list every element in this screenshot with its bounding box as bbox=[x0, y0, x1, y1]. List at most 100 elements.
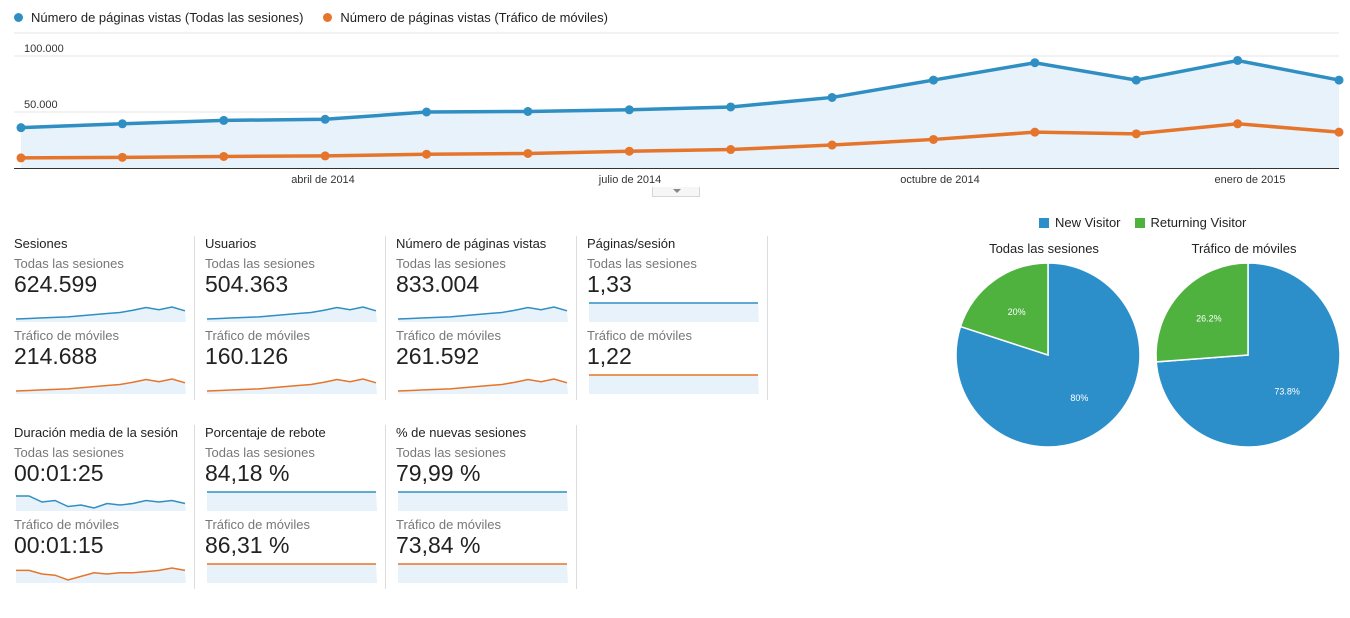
x-tick-label: enero de 2015 bbox=[1215, 174, 1286, 186]
point-mobile[interactable] bbox=[1233, 119, 1243, 129]
metric-tile[interactable]: Duración media de la sesión Todas las ses… bbox=[14, 425, 195, 589]
metric-subtitle-all-sessions: Todas las sesiones bbox=[396, 445, 506, 460]
metric-subtitle-all-sessions: Todas las sesiones bbox=[14, 256, 124, 271]
new-visitor-swatch bbox=[1039, 217, 1049, 228]
point-mobile[interactable] bbox=[726, 145, 736, 155]
point-all-sessions[interactable] bbox=[827, 92, 837, 102]
metric-value-all-sessions: 84,18 % bbox=[205, 460, 290, 486]
point-all-sessions[interactable] bbox=[16, 123, 26, 133]
metric-value-mobile: 261.592 bbox=[396, 343, 480, 369]
pie-chart-all-sessions: 80% 20% bbox=[955, 262, 1141, 448]
point-mobile[interactable] bbox=[827, 140, 837, 150]
point-all-sessions[interactable] bbox=[219, 115, 229, 125]
pie-slice-returning-visitor[interactable] bbox=[959, 262, 1049, 357]
metric-subtitle-mobile: Tráfico de móviles bbox=[587, 328, 692, 343]
metric-subtitle-mobile: Tráfico de móviles bbox=[396, 517, 501, 532]
metric-value-mobile: 86,31 % bbox=[205, 532, 290, 558]
x-tick-label: julio de 2014 bbox=[598, 174, 661, 186]
point-mobile[interactable] bbox=[523, 148, 533, 158]
sparkline-mobile bbox=[16, 378, 186, 394]
point-all-sessions[interactable] bbox=[1030, 58, 1040, 68]
metric-subtitle-all-sessions: Todas las sesiones bbox=[205, 256, 315, 271]
sparkline-all-sessions bbox=[398, 491, 568, 511]
pie-legend: New Visitor Returning Visitor bbox=[1039, 215, 1246, 230]
legend-item-mobile[interactable]: Número de páginas vistas (Tráfico de móv… bbox=[323, 8, 608, 26]
metric-title: Duración media de la sesión bbox=[14, 425, 179, 440]
series-line-all-sessions bbox=[20, 58, 1340, 130]
point-mobile[interactable] bbox=[1334, 127, 1344, 137]
point-mobile[interactable] bbox=[320, 151, 330, 161]
point-all-sessions[interactable] bbox=[1131, 75, 1141, 85]
point-mobile[interactable] bbox=[1030, 127, 1040, 137]
metric-tile[interactable]: Sesiones Todas las sesiones 624.599 Tráfico… bbox=[14, 236, 195, 400]
metric-value-all-sessions: 1,33 bbox=[587, 271, 632, 297]
point-mobile[interactable] bbox=[1131, 129, 1141, 139]
metric-value-mobile: 214.688 bbox=[14, 343, 98, 369]
point-all-sessions[interactable] bbox=[928, 75, 938, 85]
point-all-sessions[interactable] bbox=[1233, 55, 1243, 65]
legend-item-all-sessions[interactable]: Número de páginas vistas (Todas las sesi… bbox=[14, 8, 303, 26]
point-all-sessions[interactable] bbox=[320, 114, 330, 124]
sparkline-line bbox=[16, 306, 186, 320]
metric-tile[interactable]: Número de páginas vistas Todas las sesion… bbox=[396, 236, 577, 400]
sparkline-line bbox=[398, 306, 568, 320]
sparkline-area bbox=[16, 568, 186, 583]
metric-value-all-sessions: 624.599 bbox=[14, 271, 98, 297]
pageviews-line-chart: 100.000 50.000 abril de 2014 julio de 2014 o… bbox=[14, 32, 1344, 186]
metric-subtitle-all-sessions: Todas las sesiones bbox=[587, 256, 697, 271]
sparkline-mobile bbox=[398, 563, 568, 583]
y-tick-label: 100.000 bbox=[24, 43, 64, 55]
metric-title: Porcentaje de rebote bbox=[205, 425, 326, 440]
sparkline-line bbox=[207, 306, 377, 320]
sparkline-all-sessions bbox=[207, 491, 377, 511]
chevron-down-icon bbox=[673, 189, 681, 193]
metric-subtitle-all-sessions: Todas las sesiones bbox=[205, 445, 315, 460]
pie-legend-new-label: New Visitor bbox=[1055, 215, 1121, 230]
point-mobile[interactable] bbox=[16, 153, 26, 163]
pie-slice-label: 20% bbox=[1008, 307, 1026, 317]
chart-legend: Número de páginas vistas (Todas las sesi… bbox=[14, 8, 608, 26]
metric-value-mobile: 160.126 bbox=[205, 343, 289, 369]
point-all-sessions[interactable] bbox=[624, 105, 634, 115]
pie-legend-returning-visitor[interactable]: Returning Visitor bbox=[1134, 215, 1246, 230]
sparkline-area bbox=[398, 564, 568, 583]
point-mobile[interactable] bbox=[422, 149, 432, 159]
chart-collapse-handle[interactable] bbox=[652, 187, 700, 197]
metric-value-mobile: 00:01:15 bbox=[14, 532, 104, 558]
sparkline-all-sessions bbox=[589, 302, 759, 322]
metric-tile[interactable]: Porcentaje de rebote Todas las sesiones 84… bbox=[205, 425, 386, 589]
metric-value-all-sessions: 00:01:25 bbox=[14, 460, 104, 486]
point-mobile[interactable] bbox=[624, 146, 634, 156]
series-area-all-sessions bbox=[21, 60, 1339, 169]
legend-label-all-sessions: Número de páginas vistas (Todas las sesi… bbox=[31, 9, 304, 25]
point-mobile[interactable] bbox=[117, 152, 127, 162]
pie-slice-returning-visitor[interactable] bbox=[1155, 262, 1249, 363]
sparkline-line bbox=[398, 378, 568, 392]
sparkline-line bbox=[16, 567, 186, 581]
pie-title-mobile: Tráfico de móviles bbox=[1191, 241, 1297, 256]
sparkline-area bbox=[589, 375, 759, 394]
point-mobile[interactable] bbox=[928, 134, 938, 144]
metric-tile[interactable]: Usuarios Todas las sesiones 504.363 Tráfico… bbox=[205, 236, 386, 400]
pie-legend-new-visitor[interactable]: New Visitor bbox=[1039, 215, 1121, 230]
legend-dot-blue bbox=[14, 12, 23, 22]
sparkline-area bbox=[589, 303, 759, 322]
x-tick-label: abril de 2014 bbox=[291, 174, 355, 186]
sparkline-all-sessions bbox=[16, 495, 186, 511]
sparkline-line bbox=[16, 378, 186, 392]
point-all-sessions[interactable] bbox=[422, 107, 432, 117]
point-all-sessions[interactable] bbox=[726, 102, 736, 112]
metric-title: Sesiones bbox=[14, 236, 68, 251]
returning-visitor-swatch bbox=[1134, 217, 1145, 228]
sparkline-mobile bbox=[207, 378, 377, 394]
sparkline-area bbox=[16, 496, 186, 511]
metric-value-all-sessions: 833.004 bbox=[396, 271, 480, 297]
point-mobile[interactable] bbox=[219, 151, 229, 161]
point-all-sessions[interactable] bbox=[117, 119, 127, 129]
y-tick-label: 50.000 bbox=[24, 99, 58, 111]
point-all-sessions[interactable] bbox=[1334, 75, 1344, 85]
metric-tile[interactable]: % de nuevas sesiones Todas las sesiones 79… bbox=[396, 425, 577, 589]
metric-tile[interactable]: Páginas/sesión Todas las sesiones 1,33 Tráf… bbox=[587, 236, 768, 400]
metric-value-all-sessions: 79,99 % bbox=[396, 460, 481, 486]
point-all-sessions[interactable] bbox=[523, 106, 533, 116]
